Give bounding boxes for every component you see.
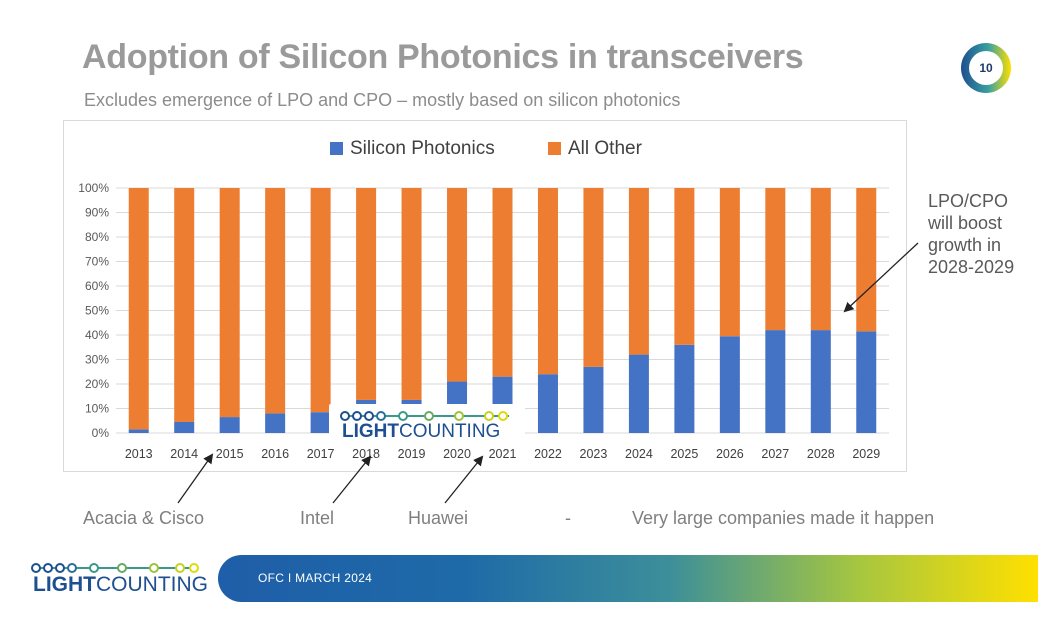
- y-tick-label: 100%: [78, 181, 109, 195]
- x-tick-label: 2022: [534, 447, 562, 461]
- bar-silicon-photonics: [219, 417, 240, 433]
- bar-silicon-photonics: [537, 374, 558, 433]
- y-tick-label: 70%: [85, 255, 109, 269]
- bar-all-other: [765, 188, 786, 331]
- y-tick-label: 0%: [92, 426, 110, 440]
- x-tick-label: 2019: [398, 447, 426, 461]
- bar-all-other: [719, 188, 740, 337]
- x-tick-label: 2025: [670, 447, 698, 461]
- label-huawei: Huawei: [408, 508, 469, 528]
- footer-event-text: OFC I MARCH 2024: [258, 571, 373, 585]
- bar-all-other: [537, 188, 558, 375]
- y-tick-label: 40%: [85, 328, 109, 342]
- x-tick-label: 2029: [852, 447, 880, 461]
- label-intel: Intel: [300, 508, 335, 528]
- slide-title: Adoption of Silicon Photonics in transce…: [82, 38, 804, 76]
- bar-all-other: [219, 188, 240, 418]
- bar-silicon-photonics: [856, 331, 877, 433]
- bar-all-other: [674, 188, 695, 345]
- bar-silicon-photonics: [310, 412, 331, 433]
- x-tick-label: 2027: [761, 447, 789, 461]
- lpo-cpo-annotation: LPO/CPO will boost growth in 2028-2029: [928, 191, 1015, 277]
- acacia-arrow: [177, 453, 214, 504]
- bar-all-other: [583, 188, 604, 367]
- intel-arrow: [332, 455, 372, 504]
- chart-container: 0% 10% 20% 30% 40% 50% 60% 70% 80% 90% 100% 2013 201…: [63, 120, 907, 472]
- y-tick-label: 60%: [85, 279, 109, 293]
- footer-logo-circuit-icon: [31, 563, 199, 573]
- chart-watermark-logo: LIGHTCOUNTING: [329, 404, 525, 446]
- footer-logo-text: LIGHTCOUNTING: [33, 573, 208, 596]
- legend-swatch: [548, 142, 561, 155]
- x-tick-label: 2026: [716, 447, 744, 461]
- huawei-arrow: [444, 455, 484, 504]
- label-large-companies: Very large companies made it happen: [632, 508, 935, 528]
- bar-silicon-photonics: [628, 354, 649, 433]
- chart-logo-text: LIGHTCOUNTING: [342, 421, 501, 442]
- footer-logo: LIGHTCOUNTING: [28, 556, 208, 598]
- y-tick-label: 10%: [85, 402, 109, 416]
- x-tick-label: 2016: [261, 447, 289, 461]
- x-tick-label: 2013: [125, 447, 153, 461]
- y-tick-label: 90%: [85, 206, 109, 220]
- x-tick-label: 2024: [625, 447, 653, 461]
- page-number-badge: 10: [961, 43, 1011, 93]
- bar-silicon-photonics: [128, 429, 149, 433]
- y-tick-label: 50%: [85, 304, 109, 318]
- slide-subtitle: Excludes emergence of LPO and CPO – most…: [84, 90, 681, 110]
- bar-silicon-photonics: [583, 366, 604, 433]
- bar-all-other: [628, 188, 649, 355]
- bar-all-other: [401, 188, 422, 400]
- bar-silicon-photonics: [174, 421, 195, 433]
- x-tick-label: 2020: [443, 447, 471, 461]
- footer-gradient-band: [218, 555, 1038, 602]
- bar-silicon-photonics: [810, 330, 831, 433]
- y-tick-label: 30%: [85, 353, 109, 367]
- x-tick-label: 2015: [216, 447, 244, 461]
- x-tick-label: 2023: [580, 447, 608, 461]
- y-tick-label: 20%: [85, 377, 109, 391]
- label-acacia-cisco: Acacia & Cisco: [83, 508, 205, 528]
- bar-silicon-photonics: [765, 330, 786, 433]
- annotation-arrow: [843, 242, 919, 313]
- x-tick-label: 2021: [489, 447, 517, 461]
- x-tick-label: 2028: [807, 447, 835, 461]
- legend-swatch: [330, 142, 343, 155]
- bar-all-other: [174, 188, 195, 422]
- x-tick-label: 2014: [170, 447, 198, 461]
- legend-label: All Other: [568, 138, 643, 159]
- x-tick-label: 2017: [307, 447, 335, 461]
- legend-label: Silicon Photonics: [350, 138, 495, 159]
- bar-silicon-photonics: [674, 344, 695, 433]
- bar-all-other: [310, 188, 331, 413]
- x-tick-label: 2018: [352, 447, 380, 461]
- bar-silicon-photonics: [265, 413, 286, 433]
- page-number: 10: [979, 61, 993, 75]
- bar-all-other: [265, 188, 286, 414]
- bar-silicon-photonics: [719, 336, 740, 433]
- bar-all-other: [810, 188, 831, 331]
- y-tick-label: 80%: [85, 230, 109, 244]
- bar-all-other: [447, 188, 468, 382]
- logo-circuit-icon: [340, 411, 509, 421]
- bar-all-other: [492, 188, 513, 377]
- bar-all-other: [128, 188, 149, 430]
- bar-all-other: [356, 188, 377, 400]
- label-dash: -: [565, 508, 571, 528]
